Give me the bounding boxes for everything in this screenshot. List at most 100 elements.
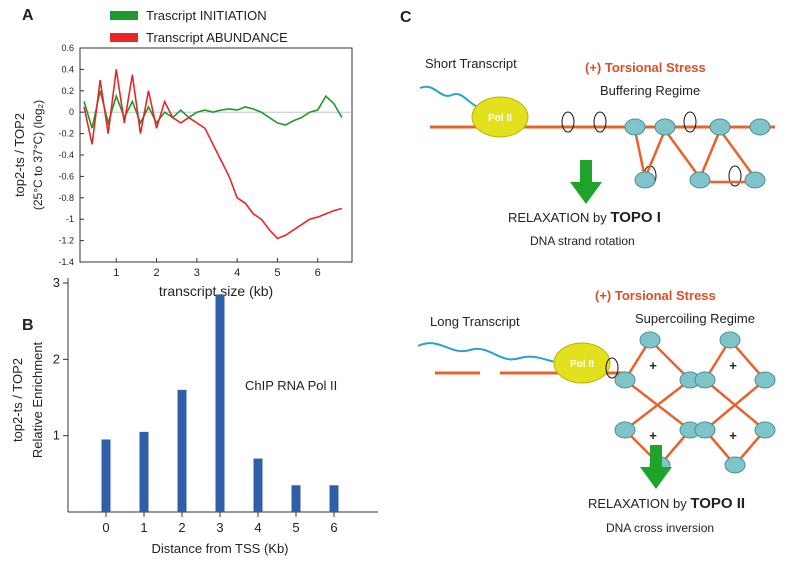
y-tick-label: 1 [53,428,60,443]
diagram-long: Long Transcript Pol II (+) Torsional Str… [417,288,776,535]
nucleosome [624,118,646,136]
rotation [605,357,619,379]
link [704,379,766,431]
bar [215,294,225,512]
x-tick-label: 1 [140,520,147,535]
y-tick-label: 0.6 [61,43,74,53]
plus: + [649,358,657,373]
link [633,129,647,179]
rotation [683,111,697,133]
nucleosome [689,171,711,189]
nucleosome [654,118,676,136]
y-tick-label: 0.2 [61,86,74,96]
link [643,129,667,179]
rotation [728,165,742,187]
series-line [83,90,343,129]
x-axis-label: transcript size (kb) [159,283,273,299]
x-tick-label: 6 [330,520,337,535]
bar [139,431,149,512]
label: RELAXATION by [508,210,607,225]
x-axis-label: Distance from TSS (Kb) [151,541,288,556]
panel-label: A [22,7,34,24]
y-tick-label: -0.8 [58,193,74,203]
lattice [623,339,766,466]
label: DNA strand rotation [530,234,635,248]
plus: + [729,428,737,443]
plus: + [649,428,657,443]
bar [253,458,263,512]
x-tick-label: 1 [113,267,119,279]
pol-ii [553,342,611,384]
nucleosome [754,421,776,439]
label: Supercoiling Regime [635,311,755,326]
nucleosomes [614,331,776,474]
nucleosome [694,371,716,389]
rna [419,85,481,109]
legend-label: Trascript INITIATION [146,8,267,23]
series-line [83,69,343,240]
plot-frame [79,47,353,263]
y-tick-label: -0.4 [58,150,74,160]
panel-label: C [400,9,412,26]
bar [177,389,187,512]
label: (+) Torsional Stress [595,288,716,303]
label: RELAXATION by [588,496,687,511]
label: Long Transcript [430,314,520,329]
rna [417,342,576,365]
y-axis-label: Relative Enrichment [30,341,45,458]
y-tick-label: 0 [69,107,74,117]
x-tick-label: 3 [216,520,223,535]
panel-label: B [22,317,34,334]
nucleosome [744,171,766,189]
y-axis-label: (25°C to 37°C) (log₂) [31,100,45,210]
nucleosome [634,171,656,189]
nucleosome [749,118,771,136]
rotation [593,111,607,133]
x-tick-label: 5 [274,267,280,279]
link [718,129,757,179]
nucleosome [694,421,716,439]
rotation [561,111,575,133]
y-tick-label: 3 [53,275,60,290]
y-axis-label: top2-ts / TOP2 [10,358,25,442]
x-tick-label: 2 [178,520,185,535]
y-tick-label: -0.6 [58,171,74,181]
label: DNA cross inversion [606,521,714,535]
link [624,379,691,431]
legend-swatch [110,33,138,42]
y-tick-label: -1 [66,214,74,224]
plus: + [729,358,737,373]
bar [101,439,111,512]
nucleosome [754,371,776,389]
label: Pol II [488,113,512,124]
x-tick-label: 6 [315,267,321,279]
nucleosome [724,456,746,474]
x-tick-label: 3 [194,267,200,279]
y-tick-label: -0.2 [58,129,74,139]
nucleosome [709,118,731,136]
x-tick-label: 2 [154,267,160,279]
y-axis-label: top2-ts / TOP2 [12,113,27,197]
x-tick-label: 5 [292,520,299,535]
bar [329,485,339,512]
link [649,339,691,381]
label: Pol II [570,359,594,370]
label: RELAXATION by TOPO II [588,495,745,512]
y-tick-label: 2 [53,351,60,366]
label: TOPO II [690,495,745,512]
x-tick-label: 0 [102,520,109,535]
nucleosome [614,421,636,439]
y-tick-label: -1.4 [58,257,74,267]
y-tick-label: -1.2 [58,236,74,246]
bar [291,485,301,512]
annotation: ChIP RNA Pol II [245,378,337,393]
nucleosome [639,331,661,349]
legend-swatch [110,11,138,20]
label: RELAXATION by TOPO I [508,209,661,226]
label: (+) Torsional Stress [585,60,706,75]
link [698,129,722,179]
legend-label: Transcript ABUNDANCE [146,30,288,45]
label: Short Transcript [425,56,517,71]
diagram-short: Short Transcript Pol II (+) Torsional St… [419,56,775,248]
